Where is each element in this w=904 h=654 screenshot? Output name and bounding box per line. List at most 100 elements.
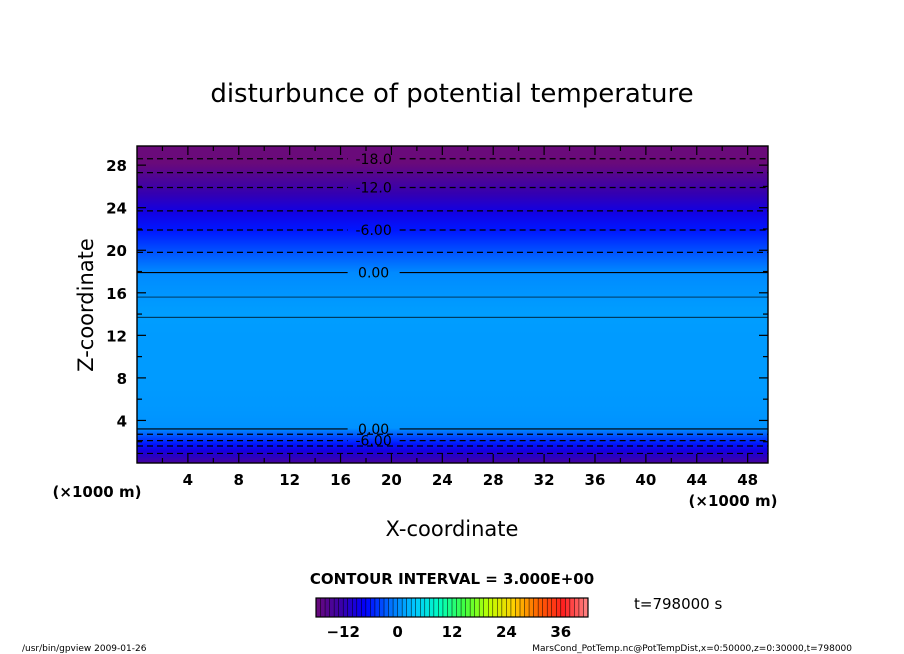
x-tick-label-36: 36 [585, 471, 606, 489]
colorbar-bin-39 [492, 598, 498, 617]
colorbar-bin-54 [560, 598, 566, 617]
colorbar-bin-46 [524, 598, 530, 617]
colorbar-bin-33 [465, 598, 471, 617]
contour-lines [137, 158, 768, 455]
colorbar-bin-13 [374, 598, 380, 617]
colorbar-bin-31 [456, 598, 462, 617]
colorbar-bin-21 [411, 598, 417, 617]
contour-label-4: -6.00 [356, 223, 392, 239]
colorbar-bin-28 [442, 598, 448, 617]
chart-title: disturbunce of potential temperature [210, 79, 693, 109]
colorbar-tick-labels: −12 0 12 24 36 [326, 623, 571, 641]
colorbar-bin-56 [569, 598, 575, 617]
colorbar-bin-6 [343, 598, 349, 617]
colorbar-bin-53 [556, 598, 562, 617]
x-tick-label-32: 32 [534, 471, 555, 489]
x-axis-label: X-coordinate [386, 517, 519, 541]
colorbar-bin-20 [406, 598, 412, 617]
colorbar-frame [315, 597, 589, 618]
colorbar-tick-1: 0 [392, 623, 402, 641]
colorbar-bin-17 [393, 598, 398, 617]
contour-label-2: -12.0 [356, 180, 392, 196]
colorbar-bin-51 [547, 598, 553, 617]
x-tick-label-12: 12 [279, 471, 300, 489]
colorbar-tick-2: 12 [442, 623, 463, 641]
x-tick-label-48: 48 [737, 471, 758, 489]
contour-label-6: 0.00 [358, 266, 389, 282]
colorbar-bin-27 [438, 598, 444, 617]
colorbar-bin-18 [397, 598, 403, 617]
colorbar-bin-0 [316, 598, 321, 617]
contour-label-0: -18.0 [356, 152, 392, 168]
plot-frame [136, 145, 769, 464]
colorbar-bin-23 [420, 598, 426, 617]
footer-left: /usr/bin/gpview 2009-01-26 [22, 644, 147, 654]
y-tick-label-4: 4 [117, 412, 127, 430]
x-tick-label-28: 28 [483, 471, 504, 489]
colorbar-bin-42 [506, 598, 512, 617]
colorbar-bin-32 [461, 598, 466, 617]
colorbar-bin-35 [474, 598, 480, 617]
x-axis-unit: (×1000 m) [689, 492, 778, 510]
footer-right: MarsCond_PotTemp.nc@PotTempDist,x=0:5000… [532, 644, 852, 654]
colorbar-bin-55 [565, 598, 571, 617]
colorbar-bin-9 [356, 598, 362, 617]
colorbar-tick-3: 24 [496, 623, 517, 641]
colorbar-bin-45 [520, 598, 525, 617]
colorbar-bin-26 [433, 598, 439, 617]
y-tick-label-24: 24 [106, 200, 127, 218]
colorbar-bin-58 [578, 598, 584, 617]
x-tick-label-20: 20 [381, 471, 402, 489]
colorbar-bin-43 [510, 598, 516, 617]
colorbar-bin-10 [361, 598, 367, 617]
colorbar-bin-19 [402, 598, 407, 617]
colorbar-bin-5 [338, 598, 344, 617]
colorbar-bin-2 [325, 598, 330, 617]
colorbar-bin-38 [488, 598, 494, 617]
x-axis-ticks: 4 8 12 16 20 24 28 32 36 40 44 48 [161, 146, 758, 489]
y-tick-label-16: 16 [106, 285, 127, 303]
contour-interval-text: CONTOUR INTERVAL = 3.000E+00 [310, 570, 594, 588]
colorbar-tick-4: 36 [550, 623, 571, 641]
x-tick-label-24: 24 [432, 471, 453, 489]
colorbar-bin-37 [483, 598, 489, 617]
colorbar-bin-12 [370, 598, 376, 617]
colorbar-bin-15 [384, 598, 389, 617]
colorbar-bin-49 [538, 598, 543, 617]
contour-labels: -18.0-12.0-6.000.000.00-6.00 [356, 152, 392, 450]
time-label: t=798000 s [634, 595, 722, 613]
y-tick-label-8: 8 [117, 370, 127, 388]
colorbar-bin-30 [452, 598, 457, 617]
colorbar-bin-34 [470, 598, 475, 617]
y-axis-unit: (×1000 m) [53, 483, 142, 501]
x-tick-label-16: 16 [330, 471, 351, 489]
colorbar-bin-16 [388, 598, 394, 617]
colorbar-bin-22 [415, 598, 421, 617]
colorbar [315, 597, 589, 618]
colorbar-bin-4 [334, 598, 339, 617]
y-axis-label: Z-coordinate [74, 238, 98, 372]
colorbar-bin-14 [379, 598, 385, 617]
colorbar-bin-40 [497, 598, 503, 617]
colorbar-bin-52 [551, 598, 557, 617]
colorbar-tick-0: −12 [326, 623, 359, 641]
colorbar-bin-3 [329, 598, 335, 617]
colorbar-bin-59 [583, 598, 589, 617]
colorbar-bin-48 [533, 598, 539, 617]
colorbar-bin-36 [479, 598, 485, 617]
plot-area: -18.0-12.0-6.000.000.00-6.00 4 8 12 16 20 24 2… [106, 145, 769, 489]
x-tick-label-40: 40 [635, 471, 656, 489]
colorbar-bin-47 [529, 598, 534, 617]
colorbar-bin-7 [347, 598, 353, 617]
contour-label-9: 0.00 [358, 422, 389, 438]
x-tick-label-44: 44 [686, 471, 707, 489]
y-axis-ticks: 4 8 12 16 20 24 28 [106, 157, 768, 443]
colorbar-bin-29 [447, 598, 453, 617]
colorbar-bin-1 [320, 598, 326, 617]
x-tick-label-8: 8 [234, 471, 244, 489]
x-tick-label-4: 4 [183, 471, 193, 489]
colorbar-bin-50 [542, 598, 548, 617]
colorbar-bin-8 [352, 598, 358, 617]
colorbar-bin-44 [515, 598, 521, 617]
